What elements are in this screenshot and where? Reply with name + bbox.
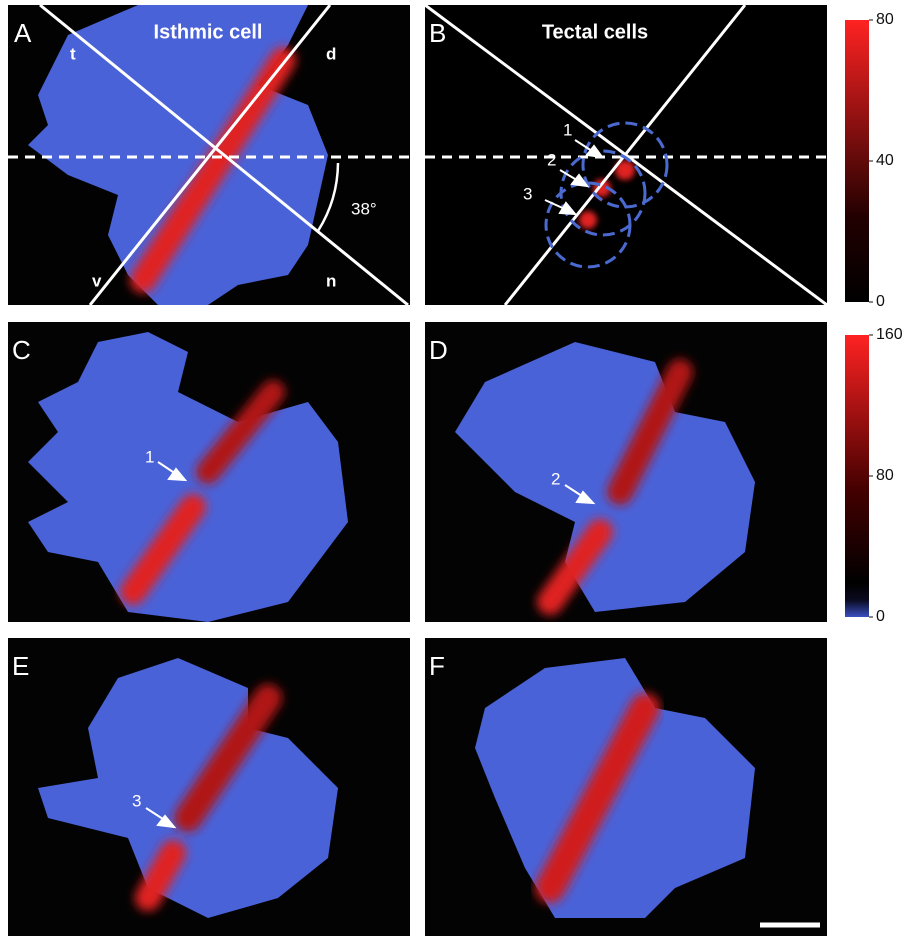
panel-e: E 3 bbox=[8, 638, 410, 936]
colorbar bbox=[845, 335, 869, 617]
arrow-label: 3 bbox=[523, 184, 532, 203]
orientation-label: n bbox=[326, 271, 336, 290]
panel-letter: F bbox=[429, 651, 445, 681]
angle-label: 38° bbox=[351, 199, 377, 218]
colorbar-tick-label: 40 bbox=[876, 152, 894, 169]
panel-d: D 2 bbox=[425, 322, 827, 622]
panel-b: B Tectal cells 1 2 3 bbox=[425, 5, 827, 305]
orientation-label: t bbox=[70, 44, 76, 63]
arrow-label: 2 bbox=[547, 150, 556, 169]
orientation-label: d bbox=[326, 44, 336, 63]
panel-letter: C bbox=[12, 335, 31, 365]
arrow-label: 3 bbox=[132, 791, 141, 810]
colorbar-tick-label: 80 bbox=[876, 467, 894, 484]
panel-letter: E bbox=[12, 651, 29, 681]
panel-letter: D bbox=[429, 335, 448, 365]
colorbar bbox=[845, 20, 869, 302]
panel-a: A Isthmic cell t d v n 38° bbox=[8, 5, 410, 305]
panel-f: F bbox=[425, 638, 827, 936]
colorbar-tick-label: 0 bbox=[876, 608, 885, 625]
arrow-label: 2 bbox=[551, 469, 560, 488]
orientation-label: v bbox=[92, 271, 102, 290]
figure: A Isthmic cell t d v n 38° B Tectal cell… bbox=[0, 0, 915, 936]
panel-c: C 1 bbox=[8, 322, 410, 622]
colorbar-tick-label: 0 bbox=[876, 293, 885, 310]
arrow-label: 1 bbox=[563, 120, 572, 139]
panel-letter: B bbox=[429, 18, 446, 48]
arrow-label: 1 bbox=[145, 447, 154, 466]
panel-title: Tectal cells bbox=[542, 21, 648, 43]
panel-title: Isthmic cell bbox=[154, 21, 263, 43]
panel-letter: A bbox=[14, 18, 32, 48]
colorbar-tick-label: 160 bbox=[876, 326, 903, 343]
page: {"panels":[ {"letter":"A","title":"Isthm… bbox=[0, 0, 915, 936]
colorbar-tick-label: 80 bbox=[876, 11, 894, 28]
